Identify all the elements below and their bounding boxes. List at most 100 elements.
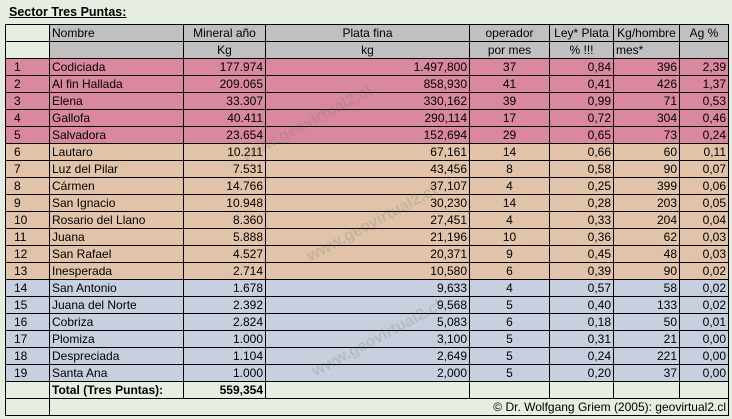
kg-hombre-mes: 21 <box>613 330 680 348</box>
row-number: 7 <box>5 160 50 178</box>
header-ley: Ley* Plata <box>549 24 614 42</box>
mine-name: Salvadora <box>49 126 184 144</box>
header-row-2: Kg kg por mes % !!! mes* <box>5 41 729 59</box>
mineral-kg: 209.065 <box>183 75 266 93</box>
ley-plata: 0,36 <box>549 228 614 246</box>
header-kghombre: Kg/hombre <box>613 24 680 42</box>
mine-name: Lautaro <box>49 143 184 161</box>
plata-fina-kg: 9,633 <box>265 279 470 297</box>
kg-hombre-mes: 90 <box>613 160 680 178</box>
total-label: Total (Tres Puntas): <box>49 381 184 399</box>
kg-hombre-mes: 396 <box>613 58 680 76</box>
row-number: 6 <box>5 143 50 161</box>
operadores: 5 <box>469 347 550 365</box>
plata-fina-kg: 2,649 <box>265 347 470 365</box>
kg-hombre-mes: 203 <box>613 194 680 212</box>
mineral-kg: 10.211 <box>183 143 266 161</box>
plata-fina-kg: 3,100 <box>265 330 470 348</box>
plata-fina-kg: 20,371 <box>265 245 470 263</box>
kg-hombre-mes: 62 <box>613 228 680 246</box>
operadores: 10 <box>469 228 550 246</box>
ley-plata: 0,99 <box>549 92 614 110</box>
header-blank <box>5 24 50 42</box>
ag-percent: 0,00 <box>679 330 729 348</box>
row-number: 12 <box>5 245 50 263</box>
plata-fina-kg: 67,161 <box>265 143 470 161</box>
table-row: 7 Luz del Pilar 7.531 43,456 8 0,58 90 0,07 <box>5 160 729 178</box>
operadores: 8 <box>469 160 550 178</box>
ley-plata: 0,24 <box>549 347 614 365</box>
plata-fina-kg: 21,196 <box>265 228 470 246</box>
row-number: 3 <box>5 92 50 110</box>
mineral-kg: 2.714 <box>183 262 266 280</box>
ley-plata: 0,28 <box>549 194 614 212</box>
table-row: 17 Plomiza 1.000 3,100 5 0,31 21 0,00 <box>5 330 729 348</box>
operadores: 5 <box>469 330 550 348</box>
mine-name: Juana <box>49 228 184 246</box>
operadores: 4 <box>469 279 550 297</box>
ag-percent: 0,24 <box>679 126 729 144</box>
header-unit-kg: Kg <box>183 41 266 59</box>
mine-name: Plomiza <box>49 330 184 348</box>
header-unit-por-mes: por mes <box>469 41 550 59</box>
mineral-kg: 2.392 <box>183 296 266 314</box>
operadores: 6 <box>469 262 550 280</box>
kg-hombre-mes: 73 <box>613 126 680 144</box>
table-row: 6 Lautaro 10.211 67,161 14 0,66 60 0,11 <box>5 143 729 161</box>
operadores: 9 <box>469 245 550 263</box>
ag-percent: 0,06 <box>679 177 729 195</box>
mine-name: Juana del Norte <box>49 296 184 314</box>
kg-hombre-mes: 221 <box>613 347 680 365</box>
ag-percent: 0,07 <box>679 160 729 178</box>
mineral-kg: 33.307 <box>183 92 266 110</box>
plata-fina-kg: 152,694 <box>265 126 470 144</box>
header-unit-kg-plata: kg <box>265 41 470 59</box>
row-number: 4 <box>5 109 50 127</box>
operadores: 4 <box>469 177 550 195</box>
ag-percent: 2,39 <box>679 58 729 76</box>
kg-hombre-mes: 426 <box>613 75 680 93</box>
table-row: 5 Salvadora 23.654 152,694 29 0,65 73 0,24 <box>5 126 729 144</box>
plata-fina-kg: 290,114 <box>265 109 470 127</box>
mineral-kg: 5.888 <box>183 228 266 246</box>
operadores: 4 <box>469 211 550 229</box>
kg-hombre-mes: 50 <box>613 313 680 331</box>
table-row: 12 San Rafael 4.527 20,371 9 0,45 48 0,03 <box>5 245 729 263</box>
table-row: 9 San Ignacio 10.948 30,230 14 0,28 203 0,05 <box>5 194 729 212</box>
mine-name: Rosario del Llano <box>49 211 184 229</box>
ley-plata: 0,25 <box>549 177 614 195</box>
ag-percent: 1,37 <box>679 75 729 93</box>
kg-hombre-mes: 48 <box>613 245 680 263</box>
total-blank <box>679 381 729 399</box>
table-row: 16 Cobriza 2.824 5,083 6 0,18 50 0,01 <box>5 313 729 331</box>
total-blank <box>469 381 550 399</box>
mineral-kg: 1.000 <box>183 330 266 348</box>
table-row: 3 Elena 33.307 330,162 39 0,99 71 0,53 <box>5 92 729 110</box>
ley-plata: 0,18 <box>549 313 614 331</box>
kg-hombre-mes: 58 <box>613 279 680 297</box>
mineral-kg: 1.000 <box>183 364 266 382</box>
table-row: 8 Cármen 14.766 37,107 4 0,25 399 0,06 <box>5 177 729 195</box>
mine-name: Luz del Pilar <box>49 160 184 178</box>
ley-plata: 0,39 <box>549 262 614 280</box>
kg-hombre-mes: 133 <box>613 296 680 314</box>
operadores: 5 <box>469 296 550 314</box>
mine-name: Cármen <box>49 177 184 195</box>
ley-plata: 0,72 <box>549 109 614 127</box>
mine-name: Elena <box>49 92 184 110</box>
ley-plata: 0,57 <box>549 279 614 297</box>
table-row: 2 Al fin Hallada 209.065 858,930 41 0,41 426 1,… <box>5 75 729 93</box>
plata-fina-kg: 30,230 <box>265 194 470 212</box>
ley-plata: 0,66 <box>549 143 614 161</box>
mineral-kg: 10.948 <box>183 194 266 212</box>
table-row: 1 Codiciada 177.974 1.497,800 37 0,84 396 2,39 <box>5 58 729 76</box>
row-number: 2 <box>5 75 50 93</box>
plata-fina-kg: 330,162 <box>265 92 470 110</box>
operadores: 29 <box>469 126 550 144</box>
header-blank <box>679 41 729 59</box>
mineral-kg: 23.654 <box>183 126 266 144</box>
header-plata: Plata fina <box>265 24 470 42</box>
footer-row: © Dr. Wolfgang Griem (2005): geovirtual2… <box>5 398 729 416</box>
ley-plata: 0,58 <box>549 160 614 178</box>
ag-percent: 0,02 <box>679 296 729 314</box>
